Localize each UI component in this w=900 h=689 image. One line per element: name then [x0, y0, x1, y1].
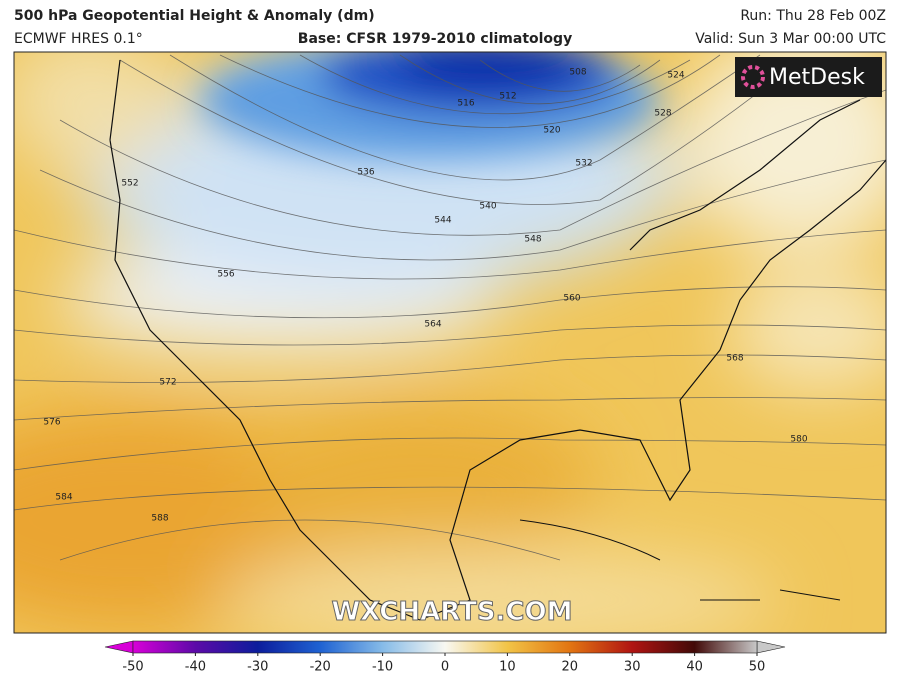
contour-label: 576 [43, 418, 60, 428]
contour-label: 544 [434, 216, 451, 226]
contour-label: 568 [726, 354, 743, 364]
colorbar-tick-label: 10 [499, 660, 516, 675]
colorbar-arrow-high [756, 640, 786, 654]
logo: MetDesk [769, 65, 865, 90]
colorbar: -50 -40 -30 -20 -10 0 10 20 30 40 50 [104, 640, 786, 675]
contour-label: 564 [424, 320, 441, 330]
colorbar-tick-label: -50 [122, 660, 143, 675]
contour-label: 540 [479, 202, 496, 212]
colorbar-tick-label: -30 [247, 660, 268, 675]
contour-label: 520 [543, 126, 560, 136]
colorbar-arrow-low [104, 640, 134, 654]
colorbar-gradient [132, 640, 758, 654]
colorbar-tick-label: 40 [686, 660, 703, 675]
contour-label: 524 [667, 71, 684, 81]
watermark: WXCHARTS.COM [331, 597, 572, 627]
base: Base: CFSR 1979-2010 climatology [298, 31, 572, 47]
contour-label: 584 [55, 493, 72, 503]
title: 500 hPa Geopotential Height & Anomaly (d… [14, 8, 375, 24]
colorbar-tick-label: -20 [310, 660, 331, 675]
colorbar-tick-label: 0 [441, 660, 449, 675]
colorbar-tick-label: 50 [749, 660, 766, 675]
contour-label: 536 [357, 168, 374, 178]
valid: Valid: Sun 3 Mar 00:00 UTC [695, 31, 886, 47]
contour-label: 548 [524, 235, 541, 245]
contour-label: 572 [159, 378, 176, 388]
contour-label: 560 [563, 294, 580, 304]
run: Run: Thu 28 Feb 00Z [740, 8, 886, 24]
colorbar-tick-label: -10 [372, 660, 393, 675]
contour-label: 556 [217, 270, 234, 280]
contour-label: 532 [575, 159, 592, 169]
colorbar-tick-label: -40 [185, 660, 206, 675]
contour-label: 528 [654, 109, 671, 119]
contour-label: 588 [151, 514, 168, 524]
logo-icon [741, 65, 765, 89]
map: 508 512 516 520 524 528 532 536 540 544 548 552 556 5… [14, 52, 886, 633]
contour-label: 580 [790, 435, 807, 445]
contour-label: 552 [121, 179, 138, 189]
contour-label: 508 [569, 68, 586, 78]
colorbar-tick-label: 20 [562, 660, 579, 675]
contour-label: 512 [499, 92, 516, 102]
logo-box [735, 57, 882, 97]
model: ECMWF HRES 0.1° [14, 31, 143, 47]
colorbar-tick-label: 30 [624, 660, 641, 675]
contour-label: 516 [457, 99, 474, 109]
